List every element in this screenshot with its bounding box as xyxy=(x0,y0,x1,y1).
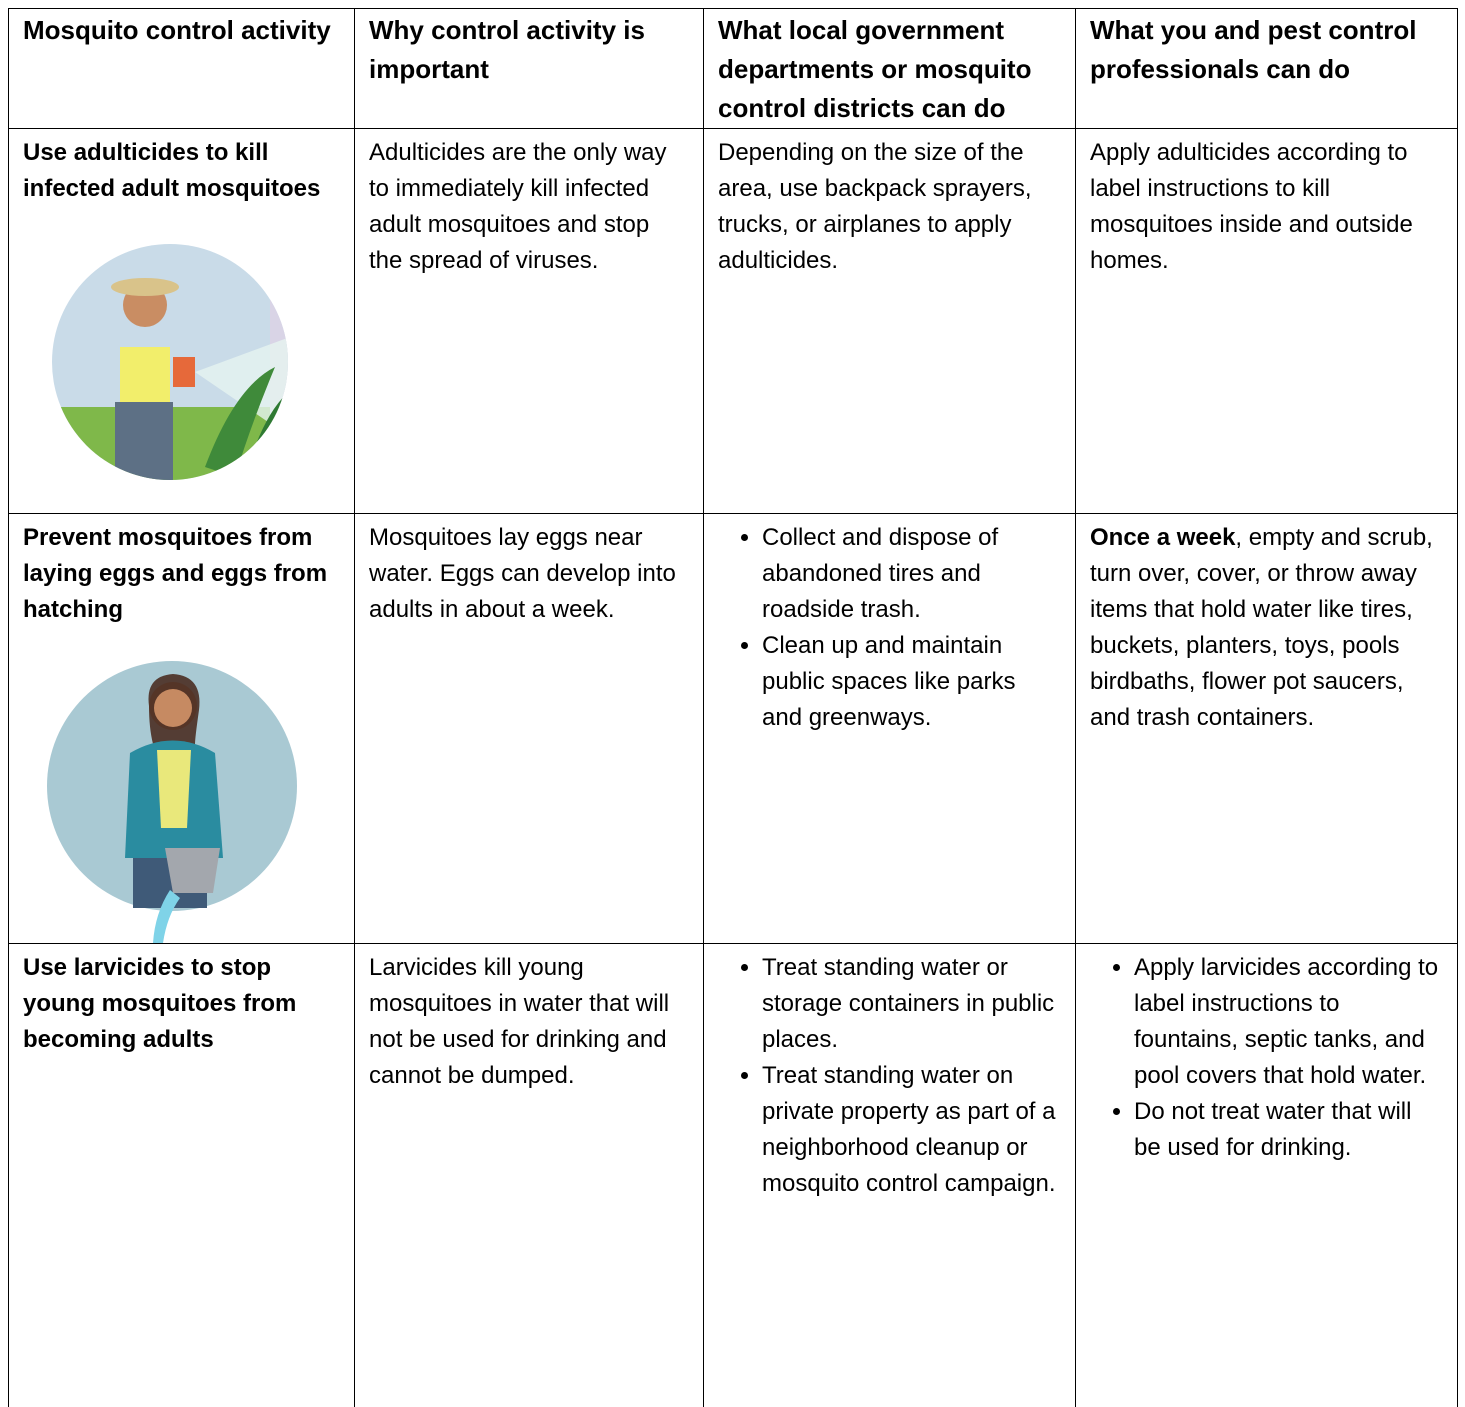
bullet-list: Apply larvicides according to label inst… xyxy=(1090,950,1443,1166)
cell-text: Once a week, empty and scrub, turn over,… xyxy=(1090,520,1443,736)
adulticide-illustration xyxy=(52,244,288,480)
cell-text: Use adulticides to kill infected adult m… xyxy=(23,139,321,202)
cell-text: Apply adulticides according to label ins… xyxy=(1090,139,1413,274)
table-cell: Apply adulticides according to label ins… xyxy=(1075,128,1458,514)
cell-text: Adulticides are the only way to immediat… xyxy=(369,139,667,274)
cell-text: Larvicides kill young mosquitoes in wate… xyxy=(369,954,670,1089)
cell-text: Use larvicides to stop young mosquitoes … xyxy=(23,954,297,1053)
table-body: Use adulticides to kill infected adult m… xyxy=(8,128,1458,1407)
prevention-illustration xyxy=(47,661,297,943)
table-cell: Treat standing water or storage containe… xyxy=(703,943,1076,1407)
column-header: What you and pest control professionals … xyxy=(1075,8,1458,129)
table-cell: Use larvicides to stop young mosquitoes … xyxy=(8,943,355,1407)
bullet-list: Treat standing water or storage containe… xyxy=(718,950,1061,1202)
cell-text-rest: , empty and scrub, turn over, cover, or … xyxy=(1090,524,1433,731)
bold-text: Once a week xyxy=(1090,524,1236,551)
table-cell: Adulticides are the only way to immediat… xyxy=(354,128,704,514)
bullet-list: Collect and dispose of abandoned tires a… xyxy=(718,520,1061,736)
column-header: Why control activity is important xyxy=(354,8,704,129)
bullet-item: Apply larvicides according to label inst… xyxy=(1134,950,1443,1094)
cell-text: Prevent mosquitoes from laying eggs and … xyxy=(23,524,328,623)
table-cell: Once a week, empty and scrub, turn over,… xyxy=(1075,513,1458,944)
bullet-item: Clean up and maintain public spaces like… xyxy=(762,628,1061,736)
table-cell: Use adulticides to kill infected adult m… xyxy=(8,128,355,514)
column-header: Mosquito control activity xyxy=(8,8,355,129)
table-cell: Depending on the size of the area, use b… xyxy=(703,128,1076,514)
column-header: What local government departments or mos… xyxy=(703,8,1076,129)
table-cell: Mosquitoes lay eggs near water. Eggs can… xyxy=(354,513,704,944)
table-cell: Prevent mosquitoes from laying eggs and … xyxy=(8,513,355,944)
table-cell: Apply larvicides according to label inst… xyxy=(1075,943,1458,1407)
table-row: Use adulticides to kill infected adult m… xyxy=(8,128,1458,514)
table-row: Prevent mosquitoes from laying eggs and … xyxy=(8,513,1458,944)
mosquito-table: Mosquito control activity Why control act… xyxy=(8,8,1458,1407)
cell-text: Mosquitoes lay eggs near water. Eggs can… xyxy=(369,524,676,623)
bullet-item: Treat standing water on private property… xyxy=(762,1058,1061,1202)
cell-text: Depending on the size of the area, use b… xyxy=(718,139,1032,274)
bullet-item: Treat standing water or storage containe… xyxy=(762,950,1061,1058)
table-cell: Collect and dispose of abandoned tires a… xyxy=(703,513,1076,944)
table-row: Use larvicides to stop young mosquitoes … xyxy=(8,943,1458,1407)
header-row: Mosquito control activity Why control act… xyxy=(8,8,1458,129)
bullet-item: Do not treat water that will be used for… xyxy=(1134,1094,1443,1166)
table-cell: Larvicides kill young mosquitoes in wate… xyxy=(354,943,704,1407)
bullet-item: Collect and dispose of abandoned tires a… xyxy=(762,520,1061,628)
